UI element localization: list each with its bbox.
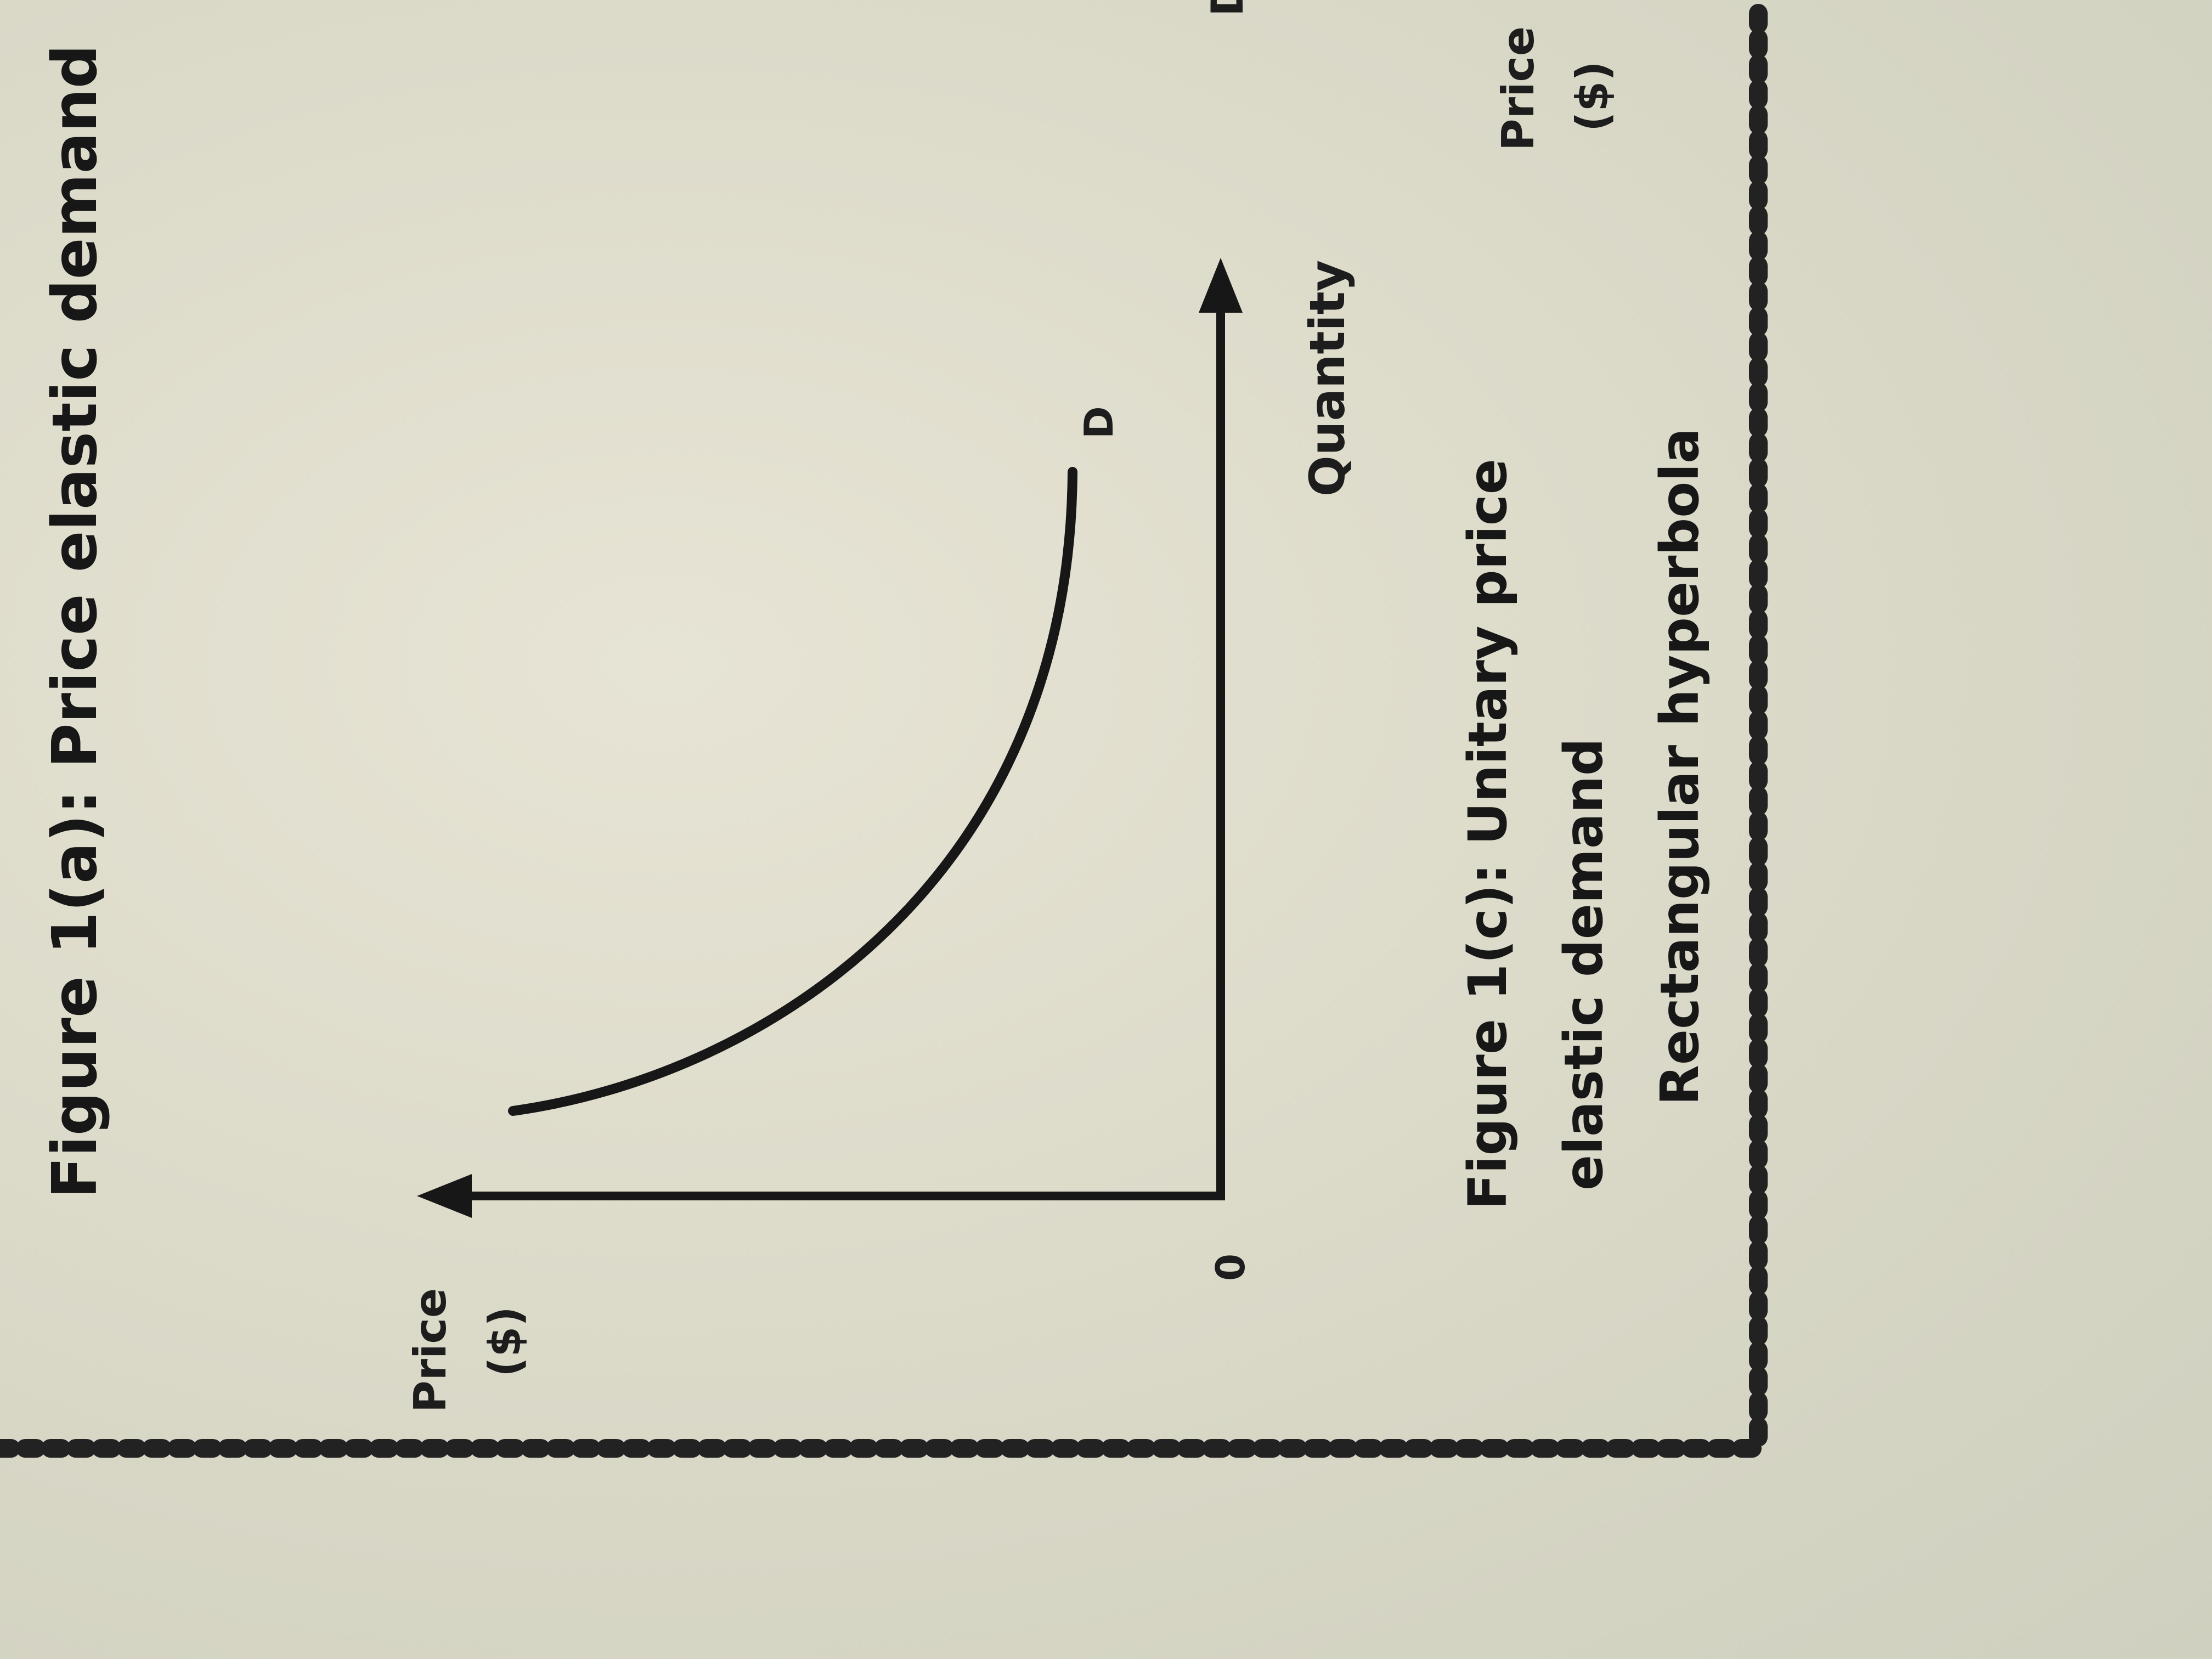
- price-axis-label-line1: Price: [405, 1288, 456, 1413]
- demand-curve: [508, 467, 1077, 1116]
- caption-line-2: elastic demand: [1553, 738, 1615, 1190]
- curve-label: D: [1076, 406, 1122, 439]
- quantity-axis-label: Quantity: [1299, 260, 1356, 496]
- next-panel-price-label-line2: ($): [1567, 61, 1618, 132]
- caption-line-1: Figure 1(c): Unitary price: [1457, 459, 1519, 1210]
- quantity-axis-arrow-icon: [1199, 258, 1243, 313]
- origin-label: 0: [1207, 1254, 1254, 1281]
- price-axis-label-line2: ($): [479, 1306, 531, 1377]
- header-title: Figure 1(a): Price elastic demand: [40, 44, 111, 1199]
- next-panel-curve-label: D: [1202, 0, 1253, 16]
- price-axis-arrow-icon: [417, 1174, 472, 1218]
- next-panel-price-label-line1: Price: [1493, 26, 1544, 151]
- caption-line-3: Rectangular hyperbola: [1649, 428, 1711, 1105]
